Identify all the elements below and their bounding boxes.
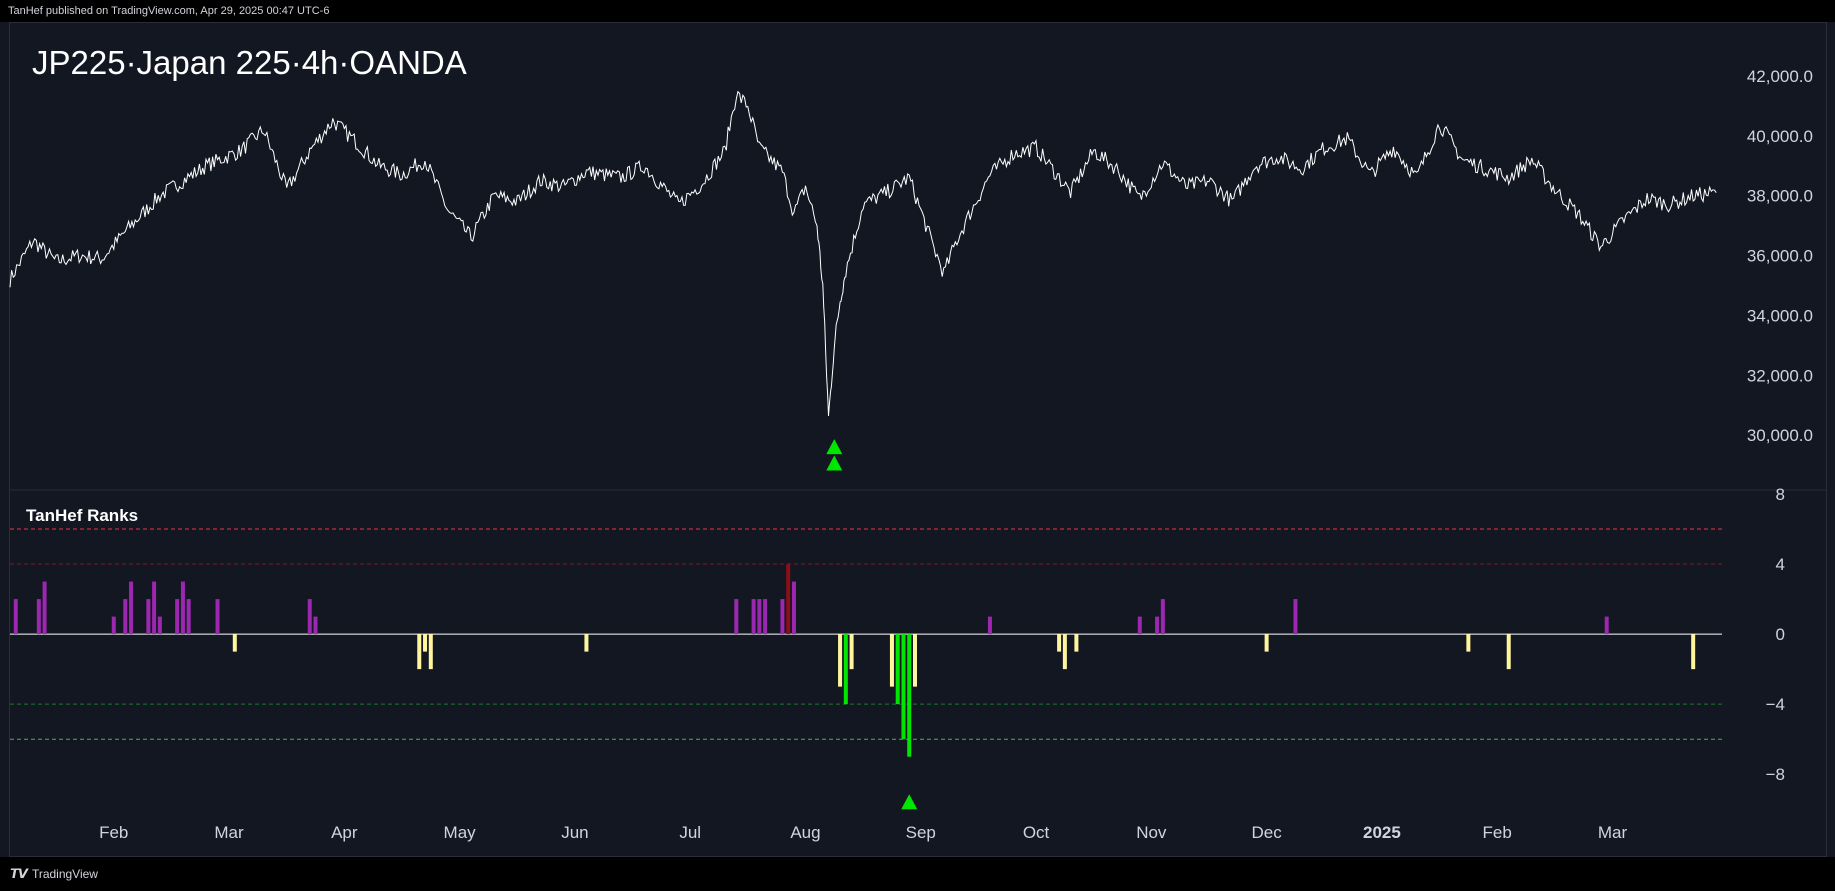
rank-bar — [42, 581, 47, 635]
rank-bar — [1506, 634, 1511, 670]
time-axis: Feb Mar Apr May Jun Jul Aug Sep Oct Nov Dec 2025 Feb… — [99, 823, 1627, 842]
time-axis-label: Mar — [1598, 823, 1628, 842]
rank-bar — [889, 634, 894, 687]
time-axis-label: Feb — [1483, 823, 1512, 842]
rank-bar — [123, 599, 128, 635]
tradingview-logo-icon: 𝙏𝙑 — [10, 866, 28, 881]
buy-signal-marker — [826, 439, 843, 455]
brand-name: TradingView — [31, 867, 98, 881]
rank-bar — [180, 581, 185, 635]
rank-bar — [763, 599, 768, 635]
rank-bar — [129, 581, 134, 635]
time-axis-label: Feb — [99, 823, 128, 842]
rank-bar — [152, 581, 157, 635]
rank-bar — [186, 599, 191, 635]
rank-bar — [1466, 634, 1471, 652]
time-axis-label: Mar — [214, 823, 244, 842]
price-axis-tick-label: 30,000.0 — [1747, 426, 1813, 445]
rank-bar — [1293, 599, 1298, 635]
price-axis-tick-label: 34,000.0 — [1747, 306, 1813, 325]
rank-axis-tick-label: 8 — [1776, 485, 1785, 504]
time-axis-label: Sep — [906, 823, 936, 842]
time-axis-label: 2025 — [1363, 823, 1401, 842]
rank-bar — [907, 634, 912, 757]
rank-bar — [1057, 634, 1062, 652]
chart-title: JP225·Japan 225·4h·OANDA — [32, 44, 467, 81]
rank-bar — [215, 599, 220, 635]
rank-axis-tick-label: −4 — [1766, 695, 1785, 714]
rank-bar — [1264, 634, 1269, 652]
rank-bar — [428, 634, 433, 670]
publisher-text: TanHef published on TradingView.com, Apr… — [8, 5, 330, 17]
price-axis-tick-label: 36,000.0 — [1747, 247, 1813, 266]
rank-bar — [1691, 634, 1696, 670]
rank-bar — [780, 599, 785, 635]
rank-bar — [849, 634, 854, 670]
rank-bar — [1062, 634, 1067, 670]
price-line — [9, 90, 1717, 417]
time-axis-label: Nov — [1136, 823, 1167, 842]
chart-frame — [9, 22, 1827, 857]
rank-bar — [146, 599, 151, 635]
rank-bar — [843, 634, 848, 705]
rank-bar — [232, 634, 237, 652]
rank-bar — [417, 634, 422, 670]
time-axis-label: Jun — [561, 823, 588, 842]
rank-bar — [1137, 616, 1142, 635]
rank-signal-marker — [901, 794, 918, 810]
rank-bar — [838, 634, 843, 687]
rank-bar — [751, 599, 756, 635]
rank-bar — [791, 581, 796, 635]
rank-bar — [423, 634, 428, 652]
rank-bar — [1604, 616, 1609, 635]
rank-bar — [1155, 616, 1160, 635]
rank-bar — [734, 599, 739, 635]
price-axis-tick-label: 40,000.0 — [1747, 127, 1813, 146]
time-axis-label: Jul — [679, 823, 701, 842]
time-axis-label: May — [444, 823, 477, 842]
rank-bar — [1074, 634, 1079, 652]
rank-bar — [584, 634, 589, 652]
rank-bar — [36, 599, 41, 635]
rank-bar — [157, 616, 162, 635]
rank-axis-tick-label: 0 — [1776, 625, 1785, 644]
publisher-bar: TanHef published on TradingView.com, Apr… — [0, 0, 1835, 22]
rank-axis-tick-label: −8 — [1766, 765, 1785, 784]
rank-axis-tick-label: 4 — [1776, 555, 1785, 574]
rank-bar — [757, 599, 762, 635]
rank-bar — [175, 599, 180, 635]
time-axis-label: Oct — [1023, 823, 1050, 842]
time-axis-label: Dec — [1252, 823, 1283, 842]
time-axis-label: Apr — [331, 823, 358, 842]
price-pane: 42,000.0 40,000.0 38,000.0 36,000.0 34,000.0… — [9, 67, 1813, 471]
rank-bar — [313, 616, 318, 635]
rank-bar — [901, 634, 906, 740]
time-axis-label: Aug — [790, 823, 820, 842]
price-axis-tick-label: 32,000.0 — [1747, 366, 1813, 385]
price-axis-tick-label: 42,000.0 — [1747, 67, 1813, 86]
indicator-title: TanHef Ranks — [26, 506, 139, 525]
rank-bar — [987, 616, 992, 635]
rank-pane: 8 4 0 −4 −8 — [10, 485, 1785, 810]
rank-bar — [786, 564, 791, 635]
rank-bar — [111, 616, 116, 635]
brand-bar: 𝙏𝙑 TradingView — [0, 857, 1835, 891]
rank-bar — [912, 634, 917, 687]
rank-bar — [13, 599, 18, 635]
buy-signal-marker — [826, 455, 843, 471]
rank-bar — [895, 634, 900, 705]
rank-bar — [307, 599, 312, 635]
price-axis-tick-label: 38,000.0 — [1747, 187, 1813, 206]
rank-bar — [1160, 599, 1165, 635]
